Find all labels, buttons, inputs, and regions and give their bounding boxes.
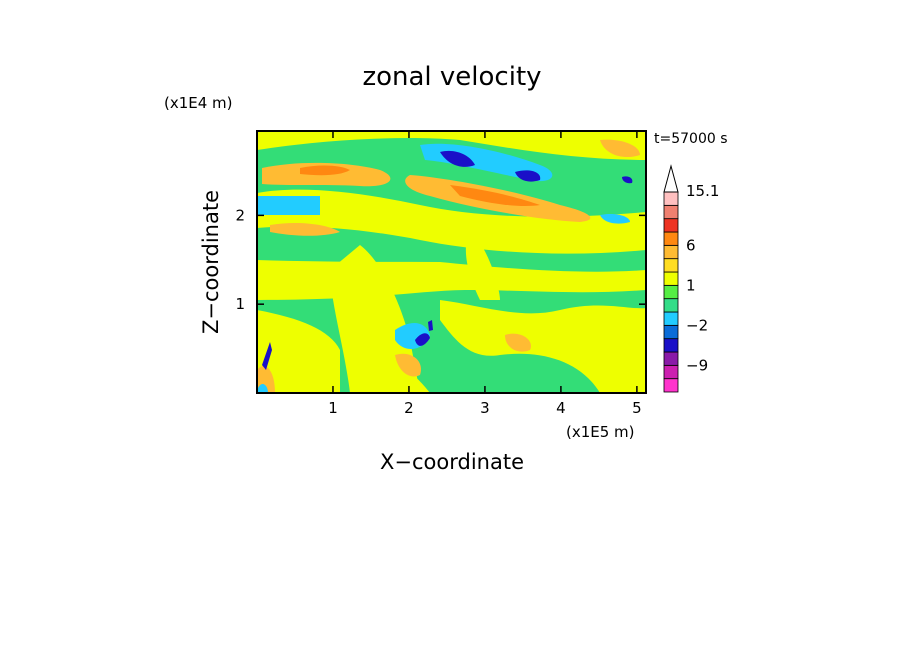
contour-region [262,342,272,370]
contour-region [370,355,430,393]
colorbar-label: 15.1 [686,182,719,200]
contour-region [465,230,500,300]
contour-region [415,333,430,346]
x-axis-label: X−coordinate [380,450,524,474]
contour-region [257,310,340,393]
colorbar-swatch [663,258,679,273]
colorbar-swatch [663,311,679,326]
colorbar-swatch [663,298,679,313]
contour-region [440,300,646,393]
contour-region [257,189,646,254]
x-tick-label: 3 [480,399,490,417]
colorbar-swatch [663,231,679,246]
y-ticks: 12 [235,206,646,313]
x-ticks: 1 2 3 4 5 [328,131,642,417]
colorbar-label: −9 [686,356,708,374]
colorbar: 15.1 6 1 −2 −9 [663,164,719,393]
x-tick-label: 5 [632,399,642,417]
colorbar-swatch [663,351,679,366]
colorbar-swatch [663,378,679,393]
x-tick-label: 4 [556,399,566,417]
colorbar-arrow [663,164,679,193]
colorbar-swatch [663,204,679,220]
contour-fill [257,131,646,393]
contour-region [515,170,541,182]
plot-frame [256,130,647,394]
contour-region [257,131,646,160]
x-tick-label: 2 [404,399,414,417]
contour-region [600,139,640,158]
contour-region [428,320,433,331]
contour-region [395,353,421,377]
colorbar-swatch [663,338,679,353]
colorbar-swatch [663,271,679,286]
contour-region [505,333,531,352]
chart-title: zonal velocity [362,62,541,92]
contour-region [270,222,340,236]
x-scale-label: (x1E5 m) [566,423,635,441]
colorbar-swatch [663,218,679,233]
y-scale-label: (x1E4 m) [164,94,233,112]
contour-region [600,213,630,224]
contour-region [622,176,633,184]
colorbar-label: −2 [686,316,708,334]
colorbar-swatch [663,324,679,340]
y-tick-label: 1 [235,295,245,313]
colorbar-label: 6 [686,236,696,254]
y-axis-label: Z−coordinate [199,190,223,334]
y-tick-label: 2 [235,206,245,224]
contour-region [257,196,320,215]
colorbar-swatch [663,244,679,260]
contour-region [450,185,540,206]
x-tick-label: 1 [328,399,338,417]
contour-region [300,165,350,176]
colorbar-swatch [663,191,679,206]
colorbar-swatch [663,284,679,300]
contour-region [440,150,475,167]
time-label: t=57000 s [654,131,728,147]
colorbar-swatch [663,364,679,380]
contour-region [258,383,268,393]
colorbar-label: 1 [686,276,696,294]
